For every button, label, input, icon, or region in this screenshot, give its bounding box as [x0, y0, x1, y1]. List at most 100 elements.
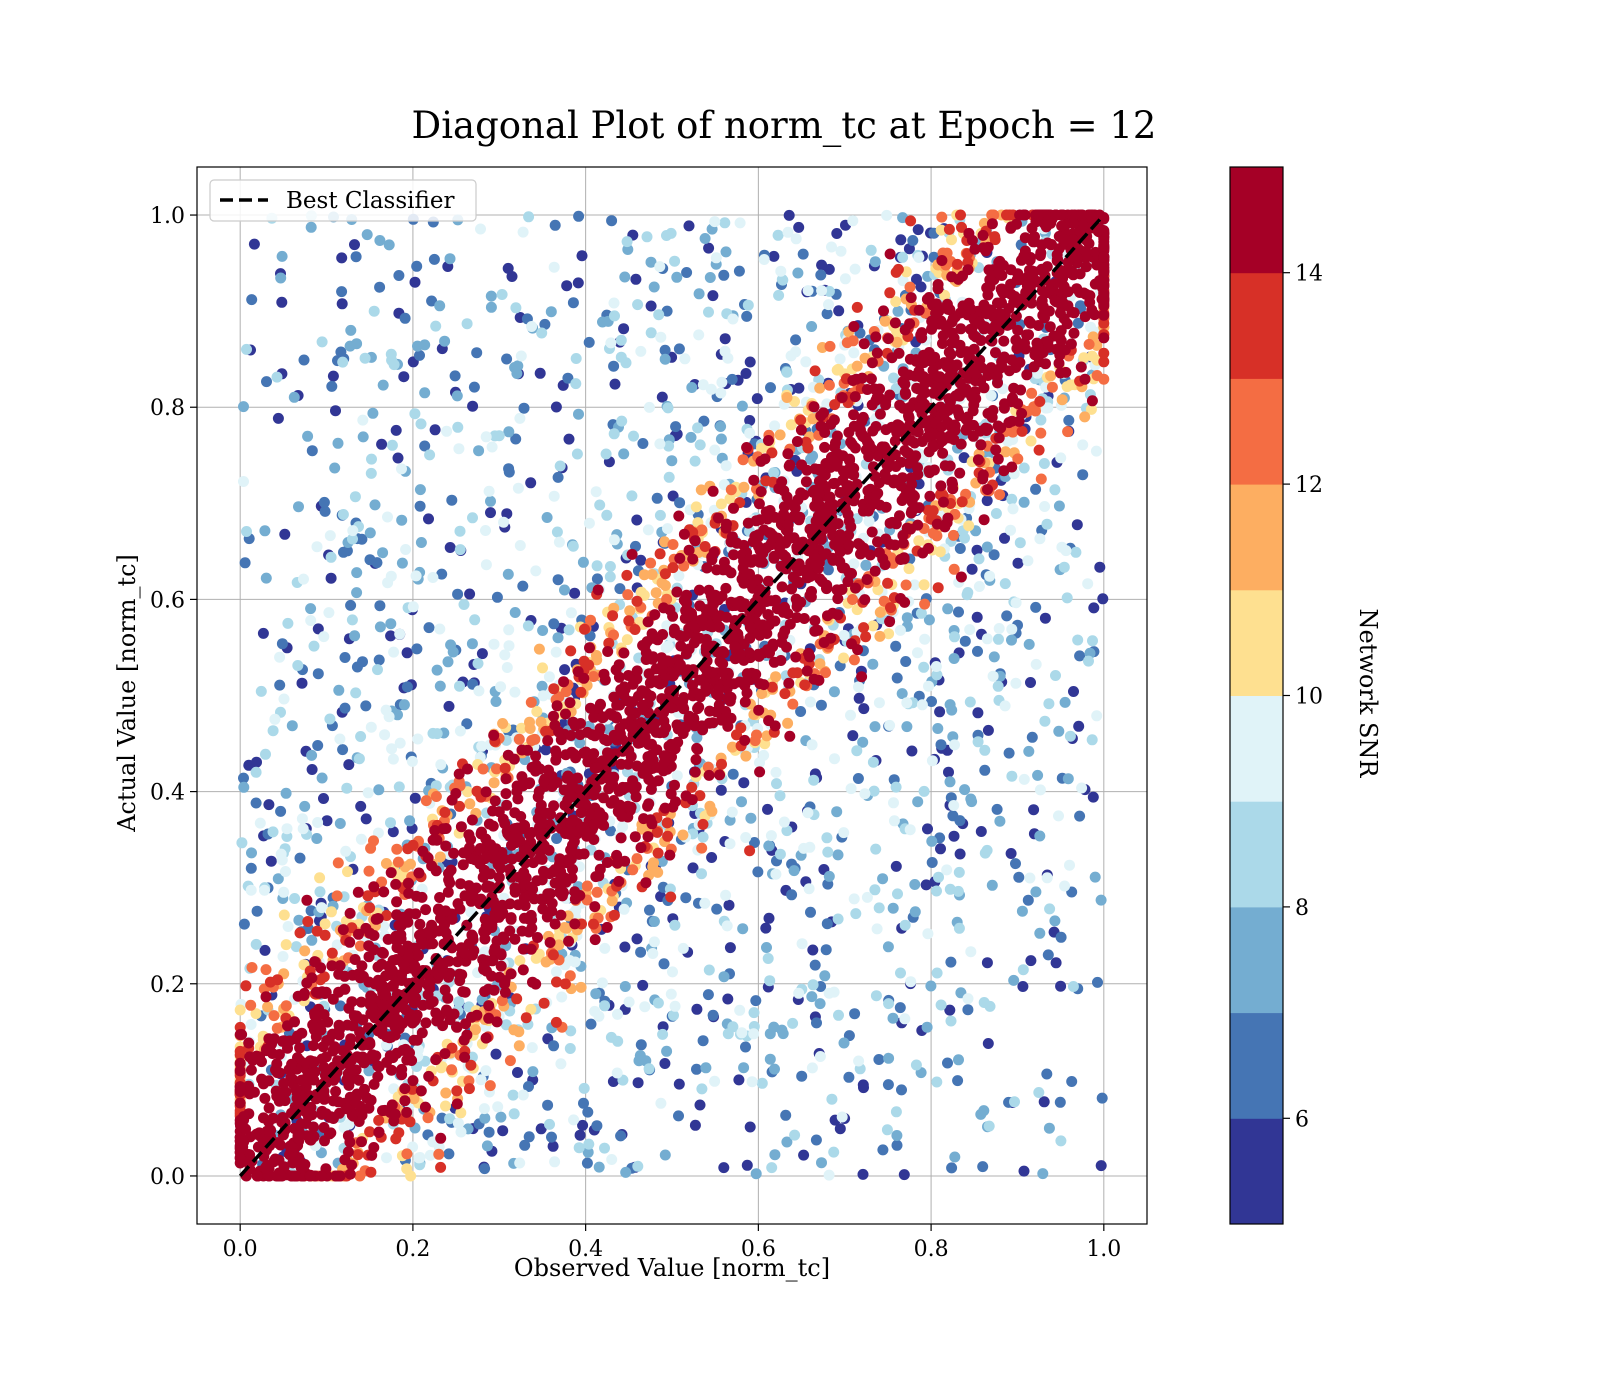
- scatter-point: [721, 920, 733, 932]
- scatter-point: [659, 344, 671, 356]
- scatter-point: [726, 741, 738, 753]
- scatter-point: [821, 918, 833, 930]
- scatter-point: [420, 795, 432, 807]
- scatter-point: [562, 372, 574, 384]
- scatter-point: [954, 815, 966, 827]
- scatter-point: [415, 418, 427, 430]
- scatter-point: [926, 696, 937, 707]
- scatter-point: [870, 843, 882, 855]
- scatter-point: [645, 300, 657, 312]
- scatter-point: [343, 759, 355, 771]
- scatter-point: [788, 865, 800, 877]
- scatter-point: [546, 1131, 557, 1143]
- scatter-point: [744, 845, 756, 857]
- scatter-point: [517, 943, 529, 955]
- scatter-point: [762, 953, 774, 964]
- scatter-point: [712, 512, 724, 524]
- scatter-point: [330, 1086, 342, 1097]
- scatter-point: [692, 703, 704, 715]
- scatter-point: [581, 880, 593, 892]
- scatter-point: [390, 878, 402, 890]
- scatter-point: [500, 773, 512, 785]
- scatter-point: [365, 1166, 377, 1178]
- scatter-point: [647, 948, 659, 959]
- scatter-point: [691, 1003, 703, 1015]
- scatter-point: [351, 338, 363, 350]
- scatter-point: [806, 991, 818, 1003]
- scatter-point: [604, 571, 616, 583]
- scatter-point: [1041, 518, 1053, 530]
- scatter-point: [775, 265, 787, 277]
- scatter-point: [523, 1081, 534, 1092]
- scatter-point: [886, 352, 898, 364]
- scatter-point: [722, 993, 734, 1005]
- scatter-point: [786, 889, 798, 901]
- scatter-point: [942, 1057, 953, 1069]
- scatter-point: [331, 939, 343, 951]
- scatter-point: [827, 552, 838, 564]
- scatter-point: [238, 781, 250, 793]
- scatter-point: [832, 913, 844, 925]
- scatter-point: [1077, 439, 1089, 451]
- scatter-point: [693, 329, 705, 341]
- scatter-point: [873, 1054, 885, 1065]
- scatter-point: [245, 1064, 257, 1076]
- scatter-point: [305, 615, 317, 626]
- scatter-point: [1053, 357, 1065, 369]
- scatter-point: [461, 318, 473, 330]
- scatter-point: [435, 1132, 447, 1144]
- scatter-point: [916, 408, 928, 420]
- scatter-point: [664, 883, 676, 895]
- scatter-point: [982, 484, 993, 495]
- scatter-point: [251, 756, 262, 768]
- scatter-point: [1068, 686, 1079, 697]
- scatter-point: [280, 866, 291, 877]
- scatter-point: [659, 568, 671, 580]
- scatter-point: [502, 749, 514, 761]
- scatter-point: [504, 1055, 516, 1067]
- scatter-point: [950, 390, 962, 402]
- scatter-point: [537, 662, 548, 674]
- scatter-point: [782, 226, 794, 238]
- scatter-point: [276, 638, 288, 650]
- scatter-point: [652, 775, 664, 787]
- scatter-point: [1072, 634, 1084, 646]
- scatter-point: [572, 277, 584, 289]
- scatter-point: [612, 1008, 623, 1020]
- scatter-point: [341, 782, 353, 794]
- scatter-point: [1006, 770, 1018, 782]
- scatter-point: [368, 305, 380, 317]
- scatter-point: [388, 646, 400, 658]
- scatter-point: [446, 1064, 458, 1076]
- scatter-point: [890, 1106, 902, 1118]
- scatter-point: [498, 516, 510, 528]
- scatter-point: [661, 593, 673, 605]
- scatter-point: [345, 324, 357, 336]
- scatter-point: [920, 879, 932, 891]
- scatter-point: [737, 454, 749, 466]
- scatter-point: [365, 842, 377, 854]
- scatter-point: [959, 635, 971, 647]
- scatter-point: [510, 302, 522, 314]
- scatter-point: [888, 372, 899, 384]
- scatter-point: [547, 1140, 559, 1152]
- scatter-point: [401, 647, 413, 659]
- scatter-point: [483, 1126, 495, 1138]
- scatter-point: [1097, 593, 1109, 605]
- scatter-point: [589, 901, 601, 913]
- scatter-point: [259, 525, 271, 537]
- scatter-point: [495, 862, 507, 874]
- scatter-point: [724, 942, 736, 954]
- scatter-point: [818, 637, 830, 648]
- scatter-point: [381, 910, 393, 921]
- scatter-point: [643, 773, 655, 785]
- scatter-point: [710, 252, 722, 264]
- scatter-point: [782, 448, 794, 460]
- scatter-point: [655, 331, 667, 343]
- scatter-point: [891, 672, 903, 684]
- scatter-point: [399, 1095, 411, 1107]
- scatter-point: [611, 849, 623, 861]
- scatter-point: [318, 496, 330, 508]
- scatter-point: [643, 1063, 655, 1075]
- scatter-point: [319, 918, 331, 930]
